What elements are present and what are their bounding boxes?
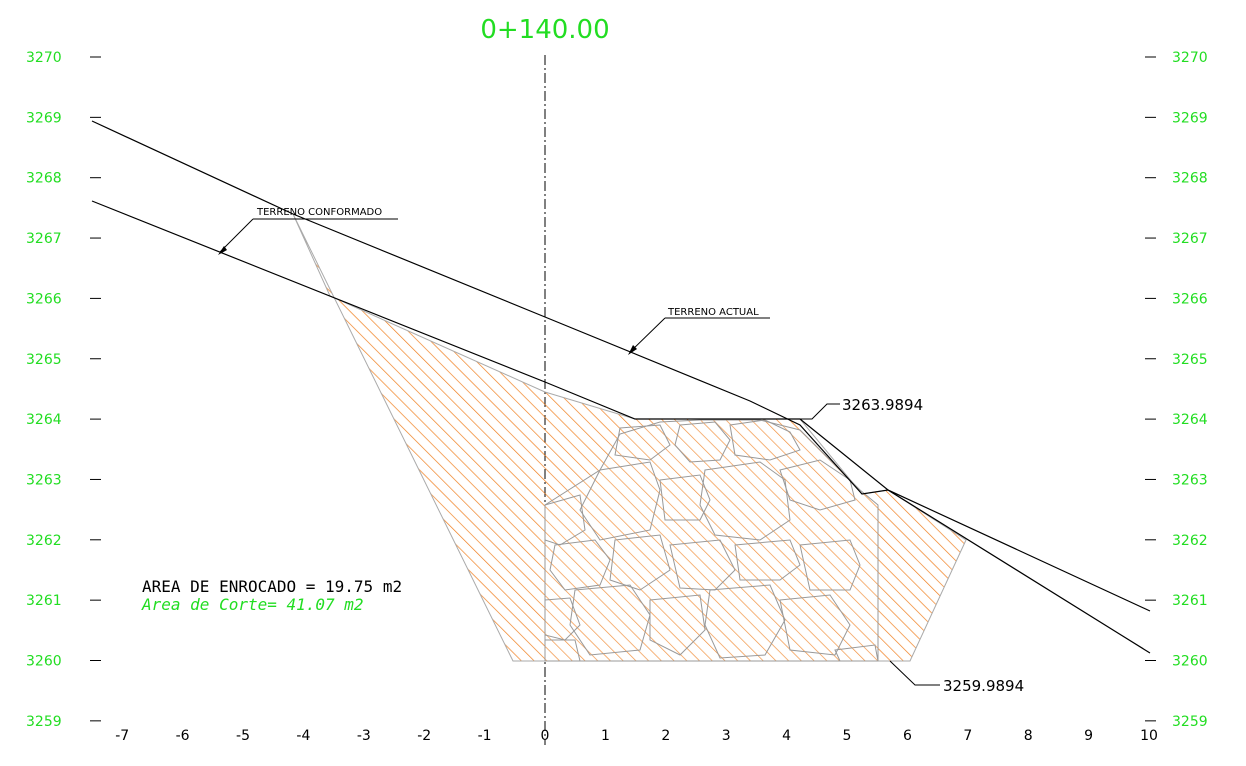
x-tick-label: 4: [782, 728, 791, 744]
x-tick-label: 2: [661, 728, 670, 744]
y-tick-label-right: 3268: [1172, 171, 1208, 187]
leader-terreno-conformado: [218, 218, 398, 255]
elevation-top-label: 3263.9894: [842, 396, 923, 414]
x-tick-label: -5: [236, 728, 250, 744]
y-tick-label-left: 3268: [26, 171, 62, 187]
y-tick-label-right: 3265: [1172, 352, 1208, 368]
terreno-conformado-line: [91, 200, 1151, 612]
rock-fill-region: [544, 419, 879, 662]
leader-elev-bottom: [889, 660, 940, 686]
x-axis: -7 -6 -5 -4 -3 -2 -1 0 1 2 3 4 5 6 7 8 9 10: [115, 728, 1158, 744]
label-terreno-actual: TERRENO ACTUAL: [667, 307, 759, 318]
y-tick-label-left: 3259: [26, 714, 62, 730]
y-tick-label-right: 3270: [1172, 50, 1208, 66]
leader-terreno-actual: [628, 317, 770, 355]
y-tick-label-right: 3260: [1172, 654, 1208, 670]
y-tick-label-left: 3267: [26, 231, 62, 247]
y-tick-label-right: 3262: [1172, 533, 1208, 549]
x-tick-label: -7: [115, 728, 129, 744]
label-terreno-conformado: TERRENO CONFORMADO: [256, 207, 382, 218]
y-tick-label-left: 3264: [26, 412, 62, 428]
x-tick-label: 8: [1024, 728, 1033, 744]
x-tick-label: 5: [843, 728, 852, 744]
y-tick-label-right: 3267: [1172, 231, 1208, 247]
station-title: 0+140.00: [480, 15, 609, 45]
x-tick-label: -1: [478, 728, 492, 744]
x-tick-label: 1: [601, 728, 610, 744]
elevation-bottom-label: 3259.9894: [943, 677, 1024, 695]
x-tick-label: 9: [1084, 728, 1093, 744]
y-tick-label-right: 3269: [1172, 110, 1208, 126]
y-tick-label-left: 3266: [26, 291, 62, 307]
x-tick-label: -2: [417, 728, 431, 744]
y-tick-label-left: 3260: [26, 654, 62, 670]
y-tick-label-right: 3263: [1172, 472, 1208, 488]
x-tick-label: -4: [296, 728, 310, 744]
x-tick-label: 7: [963, 728, 972, 744]
y-tick-label-left: 3265: [26, 352, 62, 368]
y-axis-right: 3270 3269 3268 3267 3266 3265 3264 3263 3262 3261…: [1145, 50, 1208, 730]
terreno-actual-line: [91, 120, 1151, 654]
y-tick-label-left: 3270: [26, 50, 62, 66]
y-tick-label-left: 3262: [26, 533, 62, 549]
area-enrocado-text: AREA DE ENROCADO = 19.75 m2: [142, 577, 402, 596]
x-tick-label: -3: [357, 728, 371, 744]
y-axis-left: 3270 3269 3268 3267 3266 3265 3264 3263 3262 3261…: [26, 50, 101, 730]
y-tick-label-right: 3259: [1172, 714, 1208, 730]
x-tick-label: 10: [1140, 728, 1158, 744]
y-tick-label-right: 3261: [1172, 593, 1208, 609]
x-tick-label: 3: [722, 728, 731, 744]
x-tick-label: 0: [541, 728, 550, 744]
y-tick-label-right: 3266: [1172, 291, 1208, 307]
y-tick-label-right: 3264: [1172, 412, 1208, 428]
y-tick-label-left: 3269: [26, 110, 62, 126]
y-tick-label-left: 3263: [26, 472, 62, 488]
area-corte-text: Area de Corte= 41.07 m2: [141, 595, 364, 614]
y-tick-label-left: 3261: [26, 593, 62, 609]
leader-elev-top: [785, 403, 840, 420]
x-tick-label: -6: [176, 728, 190, 744]
x-tick-label: 6: [903, 728, 912, 744]
